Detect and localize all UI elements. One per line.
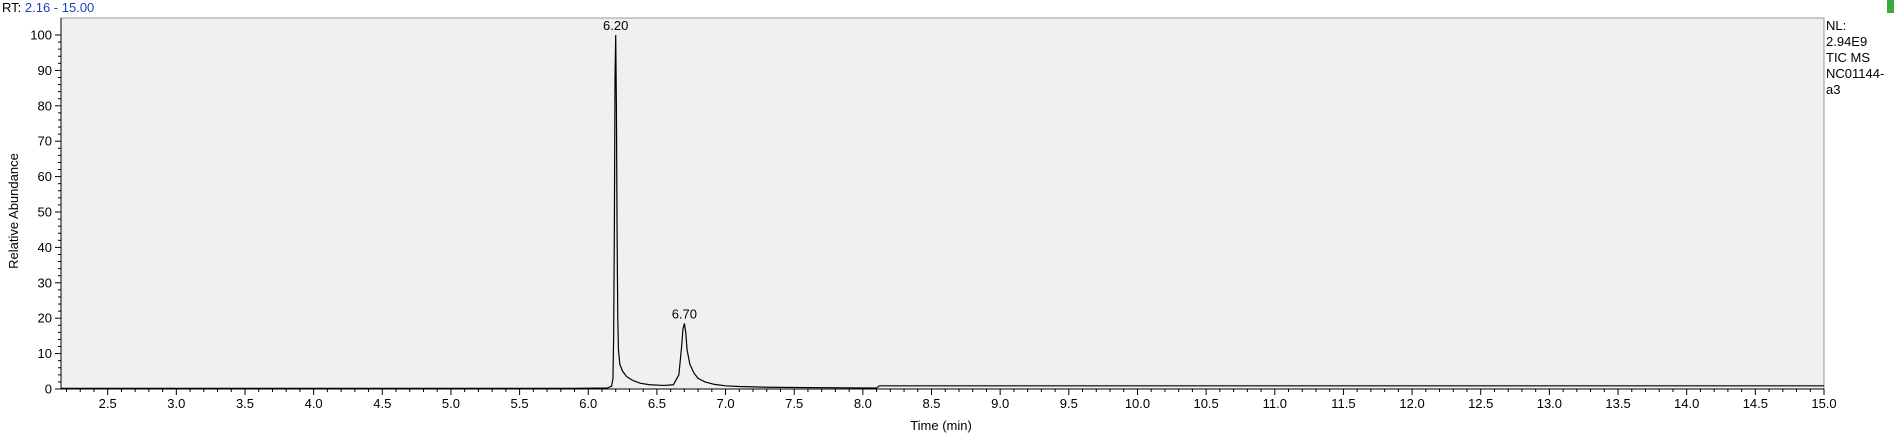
x-tick-label: 6.5 — [648, 396, 666, 411]
y-tick-label: 50 — [38, 205, 52, 220]
x-tick-label: 15.0 — [1811, 396, 1836, 411]
x-tick-label: 12.0 — [1399, 396, 1424, 411]
y-tick-label: 30 — [38, 275, 52, 290]
x-axis-label: Time (min) — [910, 418, 972, 433]
x-tick-label: 14.5 — [1743, 396, 1768, 411]
x-tick-label: 3.5 — [236, 396, 254, 411]
y-tick-label: 80 — [38, 98, 52, 113]
y-tick-label: 0 — [45, 382, 52, 397]
sample-name-line2: a3 — [1826, 82, 1841, 97]
normalization-info: NL: 2.94E9 TIC MS NC01144- a3 — [1826, 18, 1892, 98]
nl-label: NL: — [1826, 18, 1847, 33]
y-tick-label: 100 — [30, 28, 52, 43]
peak-label: 6.20 — [603, 18, 628, 33]
y-tick-label: 70 — [38, 134, 52, 149]
x-tick-label: 10.0 — [1125, 396, 1150, 411]
tic-trace — [61, 34, 1824, 389]
x-axis: 2.5 3.0 3.5 4.0 4.5 5.0 5.5 6.0 6.5 7.0 7.5 8.0 8.5 9… — [61, 388, 1837, 411]
nl-value: 2.94E9 — [1826, 34, 1868, 49]
x-tick-label: 6.0 — [579, 396, 597, 411]
plot-area — [60, 17, 1825, 390]
peak-label: 6.70 — [672, 307, 697, 322]
x-tick-label: 3.0 — [167, 396, 185, 411]
rt-range-label: RT: 2.16 - 15.00 — [2, 0, 94, 15]
y-axis-label: Relative Abundance — [6, 153, 21, 269]
x-tick-label: 7.5 — [785, 396, 803, 411]
y-tick-label: 40 — [38, 240, 52, 255]
x-tick-label: 2.5 — [99, 396, 117, 411]
x-tick-label: 13.0 — [1537, 396, 1562, 411]
x-tick-label: 5.0 — [442, 396, 460, 411]
corner-marker — [1887, 0, 1894, 13]
y-tick-label: 60 — [38, 169, 52, 184]
x-tick-label: 14.0 — [1674, 396, 1699, 411]
x-tick-label: 13.5 — [1605, 396, 1630, 411]
scan-type: TIC MS — [1826, 50, 1871, 65]
rt-prefix: RT: — [2, 0, 22, 15]
x-tick-label: 5.5 — [511, 396, 529, 411]
x-tick-label: 11.0 — [1263, 396, 1287, 411]
x-tick-label: 7.0 — [717, 396, 735, 411]
x-tick-label: 4.5 — [373, 396, 391, 411]
x-tick-label: 9.5 — [1060, 396, 1078, 411]
x-tick-label: 8.0 — [854, 396, 872, 411]
y-tick-label: 90 — [38, 63, 52, 78]
x-tick-label: 8.5 — [922, 396, 940, 411]
rt-range-value: 2.16 - 15.00 — [24, 0, 95, 15]
y-tick-label: 10 — [38, 346, 52, 361]
y-axis: 0 10 20 30 40 50 60 70 80 90 100 — [30, 18, 62, 397]
x-tick-label: 12.5 — [1468, 396, 1493, 411]
sample-name-line1: NC01144- — [1826, 66, 1885, 81]
x-tick-label: 10.5 — [1193, 396, 1218, 411]
x-tick-label: 11.5 — [1331, 396, 1355, 411]
peak-annotations: 6.20 6.70 — [603, 18, 697, 322]
x-tick-label: 4.0 — [305, 396, 323, 411]
y-tick-label: 20 — [38, 311, 52, 326]
x-tick-label: 9.0 — [991, 396, 1009, 411]
